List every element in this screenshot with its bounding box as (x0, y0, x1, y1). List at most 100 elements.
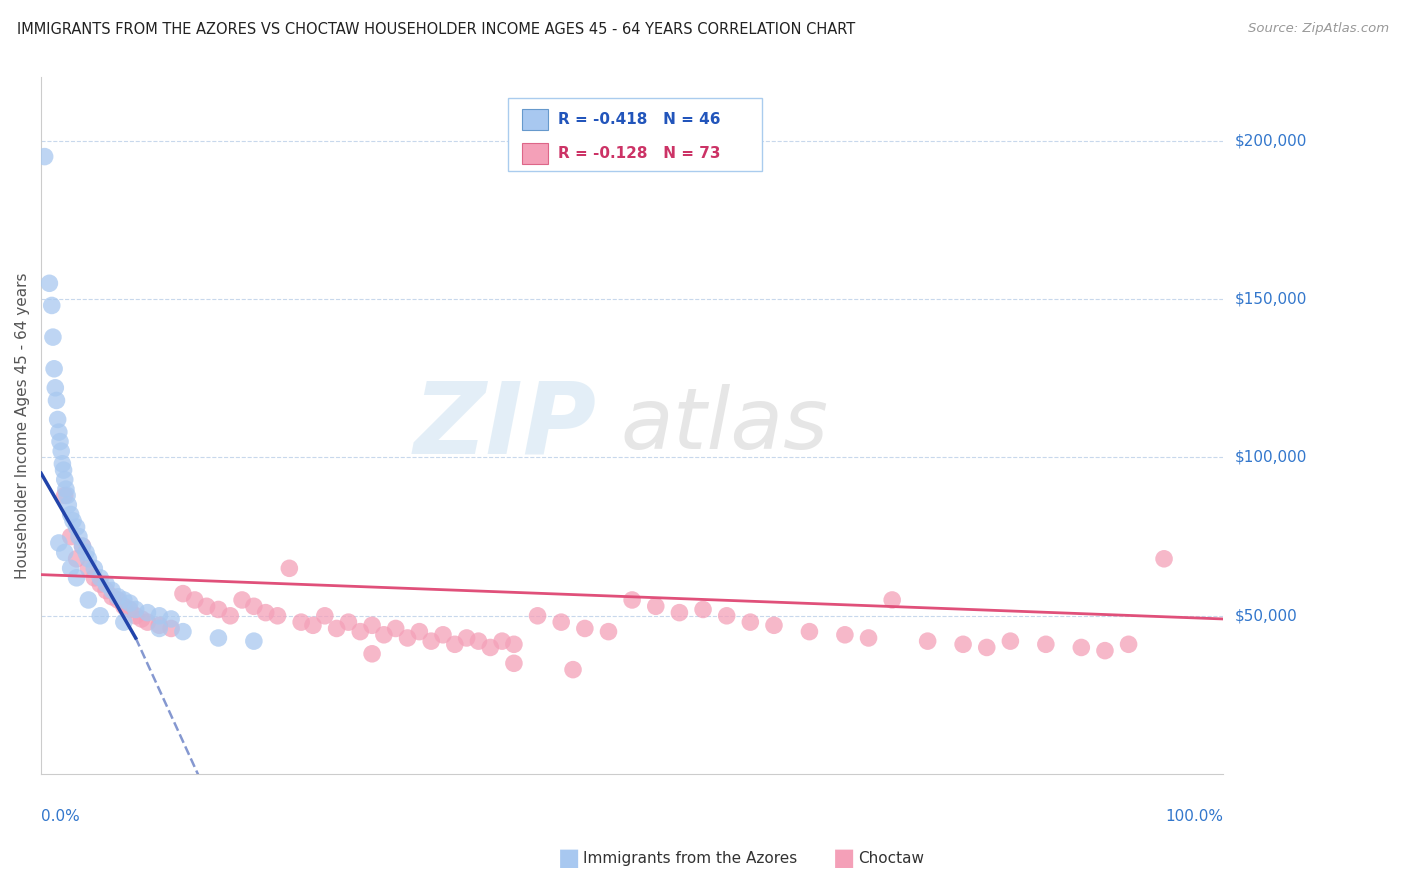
Point (65, 520, 87, 534)
Point (160, 612, 183, 626)
Point (432, 628, 454, 642)
Point (136, 606, 159, 620)
Point (408, 624, 430, 639)
Point (243, 634, 266, 648)
Point (136, 615, 159, 629)
Text: ■: ■ (558, 847, 581, 870)
Point (41, 298, 63, 312)
Point (65, 571, 87, 585)
Point (526, 608, 548, 623)
Point (55, 482, 77, 496)
Point (53, 545, 76, 559)
Point (59, 561, 82, 575)
Point (83, 571, 105, 585)
Point (184, 593, 207, 607)
Point (77, 551, 100, 566)
Point (1070, 640, 1092, 655)
Point (56, 488, 79, 502)
Point (34, 150, 56, 164)
Point (598, 624, 620, 639)
Point (124, 608, 146, 623)
Point (550, 615, 572, 629)
Point (361, 647, 384, 661)
Point (94, 583, 117, 598)
Point (834, 628, 856, 642)
Text: $50,000: $50,000 (1234, 608, 1296, 624)
Text: ■: ■ (832, 847, 855, 870)
Text: Source: ZipAtlas.com: Source: ZipAtlas.com (1249, 22, 1389, 36)
Point (67, 530, 90, 544)
Point (148, 608, 170, 623)
Point (799, 624, 821, 639)
Point (1000, 634, 1022, 648)
Point (219, 608, 242, 623)
Point (107, 593, 129, 607)
Point (917, 634, 939, 648)
Point (38, 277, 60, 291)
Text: Choctaw: Choctaw (858, 851, 924, 865)
Point (53, 473, 76, 487)
Point (976, 640, 998, 655)
Point (621, 593, 644, 607)
Point (118, 602, 141, 616)
Point (49, 434, 72, 449)
Point (89, 608, 111, 623)
Point (420, 634, 443, 648)
Point (59, 508, 82, 522)
Point (89, 571, 111, 585)
Point (112, 599, 135, 614)
Point (148, 618, 170, 632)
Point (160, 622, 183, 636)
Point (107, 590, 129, 604)
FancyBboxPatch shape (522, 109, 548, 130)
FancyBboxPatch shape (508, 98, 762, 171)
Point (882, 593, 904, 607)
Point (443, 637, 465, 651)
Point (112, 615, 135, 629)
Point (858, 631, 880, 645)
Point (72, 539, 94, 553)
Point (644, 599, 666, 614)
Point (112, 593, 135, 607)
Point (72, 539, 94, 553)
Y-axis label: Householder Income Ages 45 - 64 years: Householder Income Ages 45 - 64 years (15, 273, 30, 579)
Point (302, 618, 325, 632)
Point (952, 637, 974, 651)
Point (89, 577, 111, 591)
Point (740, 615, 762, 629)
Point (59, 530, 82, 544)
Text: atlas: atlas (620, 384, 828, 467)
Text: 0.0%: 0.0% (41, 809, 80, 824)
Text: R = -0.128   N = 73: R = -0.128 N = 73 (558, 145, 720, 161)
Text: R = -0.418   N = 46: R = -0.418 N = 46 (558, 112, 720, 128)
Point (479, 640, 502, 655)
Text: $200,000: $200,000 (1234, 133, 1306, 148)
Text: $100,000: $100,000 (1234, 450, 1306, 465)
Point (65, 551, 87, 566)
Point (77, 561, 100, 575)
Point (207, 602, 229, 616)
Point (243, 599, 266, 614)
Point (325, 622, 347, 636)
Point (94, 577, 117, 591)
Point (1035, 637, 1057, 651)
Text: IMMIGRANTS FROM THE AZORES VS CHOCTAW HOUSEHOLDER INCOME AGES 45 - 64 YEARS CORR: IMMIGRANTS FROM THE AZORES VS CHOCTAW HO… (17, 22, 855, 37)
Point (45, 393, 67, 408)
Point (75, 545, 97, 559)
Point (467, 634, 489, 648)
Point (124, 602, 146, 616)
Point (46, 412, 69, 426)
Point (42, 361, 65, 376)
Point (42, 330, 65, 344)
Point (349, 624, 371, 639)
Point (1153, 551, 1175, 566)
Point (1094, 643, 1116, 657)
Point (396, 631, 419, 645)
Text: 100.0%: 100.0% (1166, 809, 1223, 824)
Point (503, 637, 526, 651)
Point (51, 457, 73, 471)
Point (1118, 637, 1140, 651)
Point (456, 631, 478, 645)
Point (668, 606, 690, 620)
Point (44, 381, 66, 395)
